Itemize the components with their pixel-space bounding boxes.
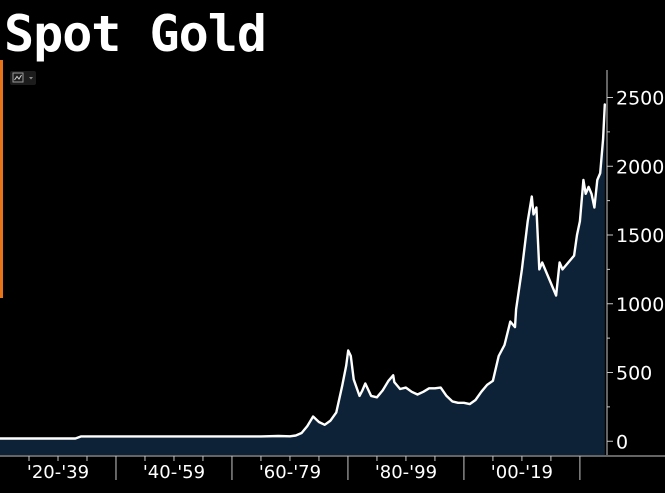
x-period-label: '00-'19 [491, 462, 553, 483]
x-period-label: '20-'39 [27, 462, 89, 483]
y-tick-label: 2500 [616, 88, 664, 110]
y-tick-label: 0 [616, 431, 628, 453]
y-tick-label: 1000 [616, 294, 664, 316]
dropdown-caret-icon [29, 77, 33, 80]
panel-accent-bar [0, 60, 3, 298]
y-tick-label: 500 [616, 363, 652, 385]
chart-type-selector[interactable] [10, 71, 36, 85]
price-area-fill [0, 104, 605, 456]
x-period-label: '60-'79 [259, 462, 321, 483]
x-period-label: '40-'59 [143, 462, 205, 483]
chart-title: Spot Gold [4, 5, 267, 63]
price-series-line [0, 103, 606, 440]
y-tick-label: 1500 [616, 225, 664, 247]
x-period-label: '80-'99 [375, 462, 437, 483]
chart-type-icon [12, 72, 24, 83]
y-tick-label: 2000 [616, 156, 664, 178]
